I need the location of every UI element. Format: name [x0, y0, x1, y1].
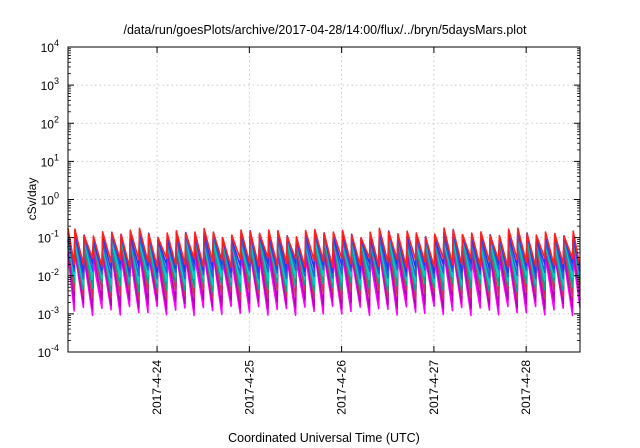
y-tick-label: 10-1	[38, 229, 59, 246]
y-tick-label: 10-4	[38, 343, 59, 360]
chart-title: /data/run/goesPlots/archive/2017-04-28/1…	[123, 23, 527, 37]
grid-lines	[68, 46, 580, 353]
y-tick-label: 104	[41, 38, 59, 55]
y-tick-label: 102	[41, 114, 59, 131]
y-tick-label: 103	[41, 76, 59, 93]
y-tick-label: 101	[41, 152, 59, 169]
y-axis-label: cSv/day	[25, 178, 39, 221]
x-tick-label: 2017-4-24	[150, 360, 164, 415]
series-line	[67, 227, 581, 269]
x-tick-label: 2017-4-25	[242, 360, 256, 415]
x-tick-label: 2017-4-26	[335, 360, 349, 415]
x-axis-label: Coordinated Universal Time (UTC)	[228, 431, 420, 445]
y-tick-label: 10-2	[38, 267, 59, 284]
x-tick-label: 2017-4-27	[427, 360, 441, 415]
plot-frame	[67, 46, 581, 353]
y-tick-label: 10-3	[38, 305, 59, 322]
x-tick-label: 2017-4-28	[519, 360, 533, 415]
y-tick-label: 100	[41, 191, 59, 208]
series-layer	[67, 227, 581, 317]
axis-ticks: 10-4 10-3 10-2 10-1 100 101 102 103 104 2017-4-24…	[38, 38, 580, 415]
